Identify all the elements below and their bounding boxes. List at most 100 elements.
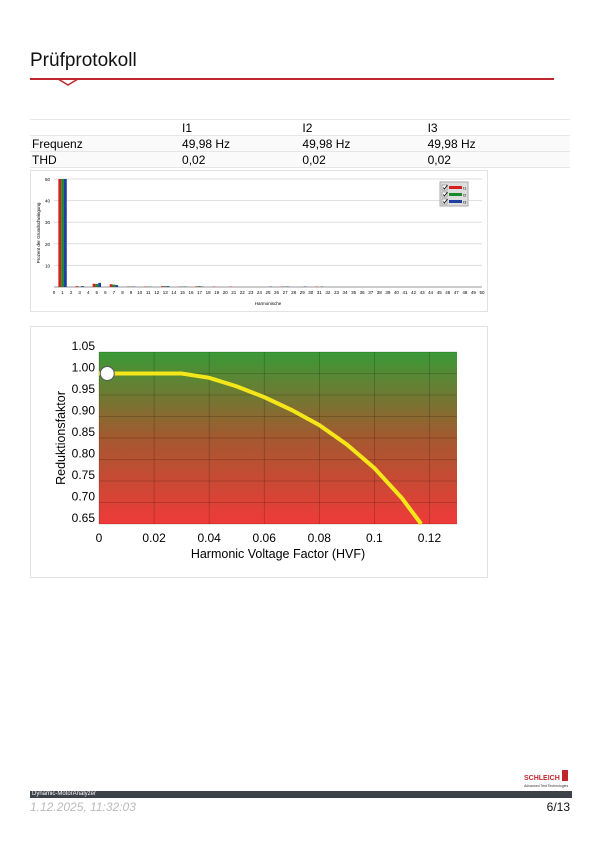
table-cell bbox=[30, 119, 181, 136]
x-tick-label: 31 bbox=[317, 290, 323, 295]
x-tick-label: 1 bbox=[61, 290, 64, 295]
bar-I2-h17 bbox=[198, 286, 201, 287]
x-tick-label: 0.12 bbox=[418, 531, 442, 545]
svg-text:SCHLEICH: SCHLEICH bbox=[524, 775, 560, 782]
x-tick-label: 10 bbox=[137, 290, 143, 295]
x-tick-label: 40 bbox=[394, 290, 400, 295]
table-cell: I2 bbox=[300, 119, 426, 136]
x-tick-label: 16 bbox=[188, 290, 194, 295]
harmonics-chart: 10 20 30 40 50 0 1 2 3 4 5 6 7 8 9 10 11 12 13 14 15 16 17 18 19… bbox=[30, 170, 488, 312]
bar-I1-h5 bbox=[92, 283, 96, 287]
legend-label: I1 bbox=[463, 186, 467, 191]
x-tick-label: 0.08 bbox=[308, 531, 332, 545]
legend-label: I3 bbox=[463, 200, 467, 205]
x-tick-label: 35 bbox=[351, 290, 357, 295]
table-cell: 49,98 Hz bbox=[425, 135, 570, 152]
x-tick-label: 13 bbox=[163, 290, 169, 295]
table-cell: 0,02 bbox=[180, 151, 301, 168]
x-tick-label: 7 bbox=[113, 290, 116, 295]
checkbox-icon[interactable] bbox=[441, 191, 448, 198]
x-tick-label: 28 bbox=[291, 290, 297, 295]
x-tick-label: 25 bbox=[265, 290, 271, 295]
x-tick-label: 8 bbox=[121, 290, 124, 295]
title-divider bbox=[30, 78, 554, 80]
y-tick-label: 0.85 bbox=[72, 425, 96, 439]
operating-point-marker bbox=[99, 366, 115, 381]
bar-I3-h1 bbox=[63, 179, 67, 287]
x-tick-label: 9 bbox=[130, 290, 133, 295]
bar-I3-h3 bbox=[81, 286, 84, 287]
x-tick-label: 0 bbox=[96, 531, 103, 545]
legend-item-I2[interactable]: I2 bbox=[441, 191, 467, 198]
x-tick-label: 34 bbox=[343, 290, 349, 295]
y-axis-label: Reduktionsfaktor bbox=[54, 391, 68, 485]
x-tick-label: 19 bbox=[214, 290, 220, 295]
table-cell: Frequenz bbox=[30, 135, 181, 152]
checkbox-icon[interactable] bbox=[441, 198, 448, 205]
x-tick-label: 2 bbox=[70, 290, 73, 295]
divider-notch bbox=[58, 79, 78, 86]
table-cell: THD bbox=[30, 151, 181, 168]
y-axis-label: Prozent der Grundschwingung bbox=[36, 202, 41, 263]
table-row: THD 0,02 0,02 0,02 bbox=[30, 151, 570, 168]
x-tick-label: 5 bbox=[96, 290, 99, 295]
x-tick-label: 50 bbox=[479, 290, 485, 295]
x-tick-label: 29 bbox=[300, 290, 306, 295]
page-title: Prüfprotokoll bbox=[30, 50, 137, 71]
y-tick-label: 50 bbox=[45, 177, 51, 182]
x-tick-label: 41 bbox=[402, 290, 408, 295]
x-tick-label: 23 bbox=[248, 290, 254, 295]
y-tick-label: 10 bbox=[45, 263, 51, 268]
bar-I2-h13 bbox=[163, 286, 167, 287]
x-tick-label: 27 bbox=[283, 290, 289, 295]
x-tick-label: 47 bbox=[454, 290, 460, 295]
x-tick-label: 0.06 bbox=[253, 531, 277, 545]
y-tick-label: 30 bbox=[45, 220, 51, 225]
x-tick-label: 37 bbox=[368, 290, 374, 295]
table-cell: I3 bbox=[425, 119, 570, 136]
measurement-table: I1 I2 I3 Frequenz 49,98 Hz 49,98 Hz 49,98 Hz TH… bbox=[30, 119, 570, 168]
x-tick-label: 26 bbox=[274, 290, 280, 295]
x-tick-label: 48 bbox=[462, 290, 468, 295]
schleich-logo: SCHLEICH Advanced Test Technologies bbox=[524, 768, 572, 795]
legend-label: I2 bbox=[463, 193, 467, 198]
bar-I3-h7 bbox=[115, 285, 119, 287]
bar-I1-h17 bbox=[195, 286, 199, 287]
x-tick-label: 24 bbox=[257, 290, 263, 295]
x-tick-label: 36 bbox=[360, 290, 366, 295]
y-tick-label: 1.05 bbox=[72, 339, 96, 353]
x-tick-label: 0 bbox=[53, 290, 56, 295]
legend-item-I1[interactable]: I1 bbox=[441, 184, 467, 191]
y-tick-label: 1.00 bbox=[72, 361, 96, 375]
x-tick-label: 43 bbox=[420, 290, 426, 295]
x-tick-label: 30 bbox=[308, 290, 314, 295]
x-tick-label: 38 bbox=[377, 290, 383, 295]
bar-I3-h13 bbox=[166, 286, 170, 287]
y-tick-label: 0.65 bbox=[72, 511, 96, 525]
footer-bar: Dynamic-MotorAnalyzer bbox=[30, 791, 572, 798]
x-tick-label: 32 bbox=[325, 290, 331, 295]
checkbox-icon[interactable] bbox=[441, 184, 448, 191]
table-cell: I1 bbox=[180, 119, 301, 136]
y-tick-label: 0.80 bbox=[72, 447, 96, 461]
table-cell: 0,02 bbox=[300, 151, 426, 168]
x-tick-label: 17 bbox=[197, 290, 203, 295]
x-tick-label: 11 bbox=[146, 290, 151, 295]
y-tick-label: 20 bbox=[45, 242, 51, 247]
table-cell: 49,98 Hz bbox=[300, 135, 426, 152]
x-tick-label: 20 bbox=[223, 290, 229, 295]
x-tick-label: 18 bbox=[206, 290, 212, 295]
bar-I1-h7 bbox=[109, 284, 113, 287]
x-tick-label: 22 bbox=[240, 290, 246, 295]
x-tick-label: 49 bbox=[471, 290, 477, 295]
bar-I3-h5 bbox=[98, 282, 101, 287]
x-tick-label: 42 bbox=[411, 290, 417, 295]
print-date: 1.12.2025, 11:32:03 bbox=[30, 800, 136, 814]
legend-item-I3[interactable]: I3 bbox=[441, 198, 467, 205]
x-tick-label: 0.02 bbox=[142, 531, 166, 545]
page-number: 6/13 bbox=[546, 800, 570, 814]
legend: I1 I2 I3 bbox=[439, 181, 469, 207]
derating-curve bbox=[99, 371, 423, 526]
table-header: I1 I2 I3 bbox=[30, 119, 570, 136]
bar-I2-h7 bbox=[112, 284, 116, 287]
